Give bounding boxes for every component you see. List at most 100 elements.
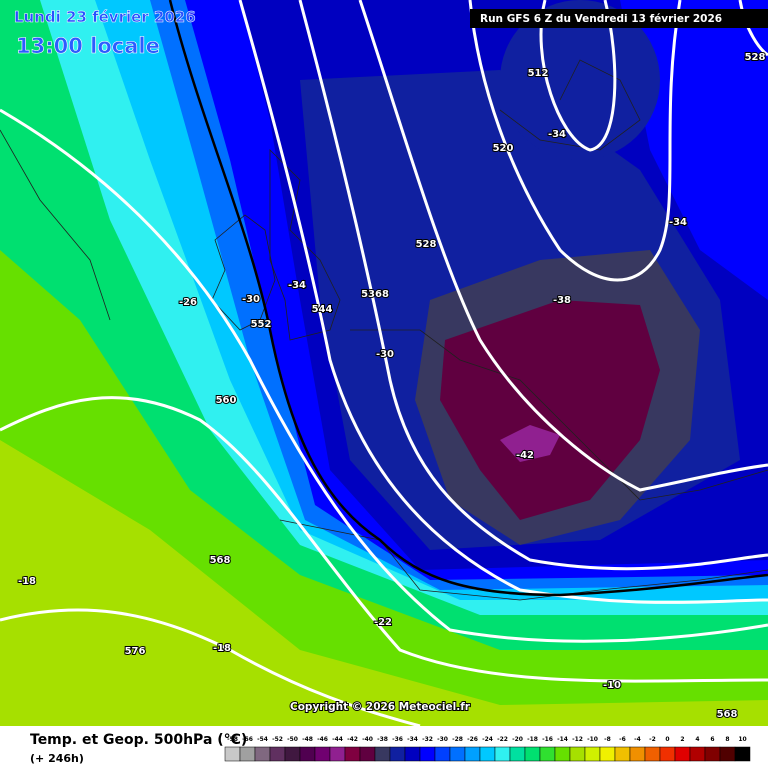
copyright: Copyright © 2026 Meteociel.fr (290, 701, 471, 713)
map-label: -34 (548, 129, 566, 140)
coastline (211, 214, 276, 331)
date-label: Lundi 23 février 2026 (14, 8, 196, 26)
coastline (350, 329, 768, 501)
scale-swatch (734, 746, 751, 762)
scale-swatch (224, 746, 241, 762)
contour-line-bold (168, 0, 768, 597)
scale-label: -58 (227, 736, 238, 743)
scale-swatch (524, 746, 541, 762)
scale-swatch (509, 746, 526, 762)
contour-line (0, 608, 421, 728)
run-box (470, 9, 768, 28)
scale-label: -28 (452, 736, 463, 743)
scale-swatch (449, 746, 466, 762)
scale-label: -10 (587, 736, 598, 743)
scale-swatch (569, 746, 586, 762)
map-label: -18 (18, 576, 36, 587)
map-label: -26 (179, 297, 197, 308)
scale-label: -48 (302, 736, 313, 743)
scale-swatch (494, 746, 511, 762)
scale-swatch (539, 746, 556, 762)
contour-line (0, 108, 768, 643)
map-label: -30 (376, 349, 394, 360)
scale-swatch (674, 746, 691, 762)
scale-label: -16 (542, 736, 553, 743)
scale-swatch (254, 746, 271, 762)
scale-label: -36 (392, 736, 403, 743)
scale-label: -30 (437, 736, 448, 743)
contour-line (358, 0, 768, 492)
field (500, 425, 560, 462)
scale-swatch (614, 746, 631, 762)
map-label: 512 (528, 68, 549, 79)
scale-swatch (479, 746, 496, 762)
map-label: 568 (210, 555, 231, 566)
run-label: Run GFS 6 Z du Vendredi 13 février 2026 (480, 13, 722, 25)
contour-line (738, 0, 768, 57)
scale-swatch (284, 746, 301, 762)
map-fields (0, 0, 768, 726)
scale-swatch (374, 746, 391, 762)
product-title: Temp. et Geop. 500hPa (°C) (30, 732, 247, 748)
map-label: -34 (288, 280, 306, 291)
scale-swatch (704, 746, 721, 762)
scale-label: -52 (272, 736, 283, 743)
map-label: -38 (553, 295, 571, 306)
map-label: 520 (493, 143, 514, 154)
scale-swatch (584, 746, 601, 762)
scale-swatch (554, 746, 571, 762)
scale-label: 10 (738, 736, 746, 743)
map-label: 528 (745, 52, 766, 63)
coastlines (0, 59, 768, 601)
scale-swatch (344, 746, 361, 762)
scale-swatch (269, 746, 286, 762)
map-label: 560 (216, 395, 237, 406)
coastline (499, 59, 641, 151)
scale-label: 6 (710, 736, 714, 743)
map-labels: 512 528 -34 520 -34 528 -38 5368 -34 -30… (17, 51, 767, 721)
scale-label: -18 (527, 736, 538, 743)
scale-label: -20 (512, 736, 523, 743)
scale-label: -12 (572, 736, 583, 743)
map-label: 5368 (361, 289, 389, 300)
scale-swatch (404, 746, 421, 762)
scale-swatch (299, 746, 316, 762)
scale-swatch (359, 746, 376, 762)
scale-label: -56 (242, 736, 253, 743)
map-label: 552 (251, 319, 272, 330)
map-label: -22 (374, 617, 392, 628)
scale-label: -34 (407, 736, 418, 743)
scale-label: -40 (362, 736, 373, 743)
scale-label: -8 (604, 736, 611, 743)
scale-label: -38 (377, 736, 388, 743)
map-label: -30 (242, 294, 260, 305)
scale-label: -4 (634, 736, 641, 743)
scale-label: -54 (257, 736, 268, 743)
contour-line (238, 0, 768, 604)
scale-label: -24 (482, 736, 493, 743)
scale-label: -26 (467, 736, 478, 743)
contour-line (539, 0, 617, 152)
map-label: -42 (516, 450, 534, 461)
scale-label: 0 (665, 736, 669, 743)
scale-swatch (314, 746, 331, 762)
contour-line (0, 396, 768, 683)
contour-line (298, 0, 768, 571)
scale-swatch (389, 746, 406, 762)
scale-label: -46 (317, 736, 328, 743)
scale-label: -50 (287, 736, 298, 743)
scale-swatch (464, 746, 481, 762)
map-label: 576 (125, 646, 146, 657)
scale-label: -14 (557, 736, 568, 743)
scale-label: 4 (695, 736, 699, 743)
scale-swatch (659, 746, 676, 762)
scale-swatch (599, 746, 616, 762)
contours (0, 0, 768, 728)
map-label: 528 (416, 239, 437, 250)
scale-label: -32 (422, 736, 433, 743)
time-label: 13:00 locale (16, 34, 160, 58)
scale-swatch (239, 746, 256, 762)
map-label: 544 (312, 304, 333, 315)
scale-swatch (719, 746, 736, 762)
